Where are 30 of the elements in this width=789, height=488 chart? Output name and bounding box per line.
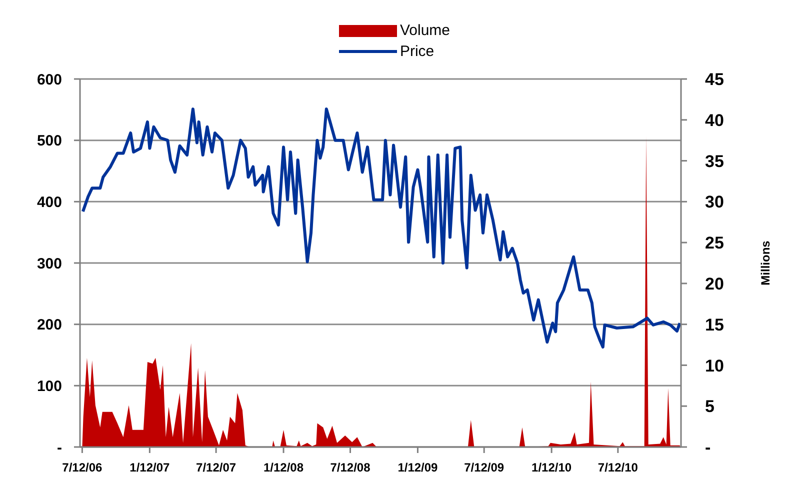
x-tick-label: 7/12/08 (330, 460, 371, 475)
y2-axis-title: Millions (758, 240, 772, 286)
y2-tick-label: 20 (705, 274, 724, 294)
x-tick-label: 7/12/09 (464, 460, 504, 475)
x-tick-label: 7/12/10 (598, 460, 638, 475)
y-tick-label: 600 (36, 71, 62, 88)
y2-tick-label: - (705, 438, 711, 458)
legend-label: Price (400, 43, 434, 60)
x-tick-label: 1/12/07 (130, 460, 170, 475)
x-tick-label: 1/12/09 (398, 460, 438, 475)
y-tick-label: - (57, 439, 62, 456)
y2-tick-label: 25 (705, 234, 724, 253)
y-tick-label: 300 (36, 255, 62, 272)
y2-tick-label: 15 (705, 315, 724, 334)
y-tick-label: 400 (36, 194, 62, 211)
y-tick-label: 200 (36, 316, 62, 334)
y2-tick-label: 30 (705, 192, 724, 212)
legend-label: Volume (400, 22, 450, 39)
y2-tick-label: 5 (705, 397, 714, 416)
x-tick-label: 1/12/10 (532, 460, 572, 475)
y2-tick-label: 35 (705, 152, 724, 171)
y2-tick-label: 40 (705, 110, 724, 130)
x-tick-label: 7/12/06 (62, 460, 103, 475)
y2-tick-label: 10 (705, 356, 724, 376)
line-series (81, 108, 681, 349)
x-tick-label: 1/12/08 (263, 460, 304, 475)
y-tick-label: 100 (36, 378, 62, 395)
y-tick-label: 500 (36, 132, 62, 150)
y2-tick-label: 45 (705, 70, 724, 90)
x-tick-label: 7/12/07 (196, 460, 236, 475)
